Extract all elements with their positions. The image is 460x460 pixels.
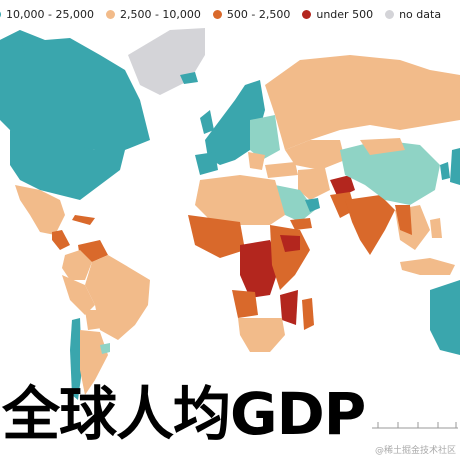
legend: 10,000 - 25,000 2,500 - 10,000 500 - 2,5… [0, 5, 460, 23]
region-uruguay [100, 343, 110, 354]
region-mozambique [280, 290, 298, 325]
legend-swatch [385, 9, 395, 19]
region-bolivia [85, 310, 102, 330]
region-southern-africa [238, 318, 285, 352]
region-angola [232, 290, 258, 318]
region-iceland [180, 72, 198, 84]
region-mongolia [360, 138, 405, 155]
region-japan [450, 148, 460, 185]
region-alaska [0, 30, 25, 85]
region-colombia [62, 250, 92, 280]
region-china [340, 140, 440, 205]
timeline-ruler [372, 422, 458, 429]
region-korea [440, 162, 450, 180]
region-saudi-arabia [275, 185, 315, 222]
region-central-africa [240, 240, 280, 298]
region-greenland [128, 28, 205, 95]
region-usa [10, 130, 125, 200]
region-india [345, 195, 395, 255]
region-indonesia [400, 258, 455, 275]
region-eastern-europe [250, 115, 280, 160]
region-balkans [248, 152, 265, 170]
legend-item: 500 - 2,500 [212, 7, 291, 21]
region-russia [265, 55, 460, 150]
region-uae [305, 198, 320, 212]
region-peru [62, 275, 95, 315]
region-yemen [290, 218, 312, 230]
legend-label: no data [399, 7, 442, 21]
watermark: @稀土掘金技术社区 [374, 446, 456, 456]
legend-label: under 500 [316, 7, 374, 21]
legend-item: 10,000 - 25,000 [0, 8, 94, 21]
region-ethiopia [280, 235, 300, 252]
region-east-africa [270, 225, 310, 290]
legend-item: under 500 [302, 8, 373, 21]
region-mexico [15, 185, 65, 235]
region-uk [200, 110, 214, 134]
legend-swatch [0, 9, 1, 19]
region-turkey [265, 162, 298, 178]
region-north-africa [195, 175, 285, 225]
region-iran [298, 168, 330, 200]
legend-swatch [105, 9, 115, 19]
legend-swatch [302, 9, 312, 19]
region-brazil [85, 255, 150, 340]
region-madagascar [302, 298, 314, 330]
region-canada [0, 30, 150, 150]
legend-label: 2,500 - 10,000 [119, 7, 201, 21]
region-australia [430, 280, 460, 355]
legend-item: no data [385, 8, 441, 21]
region-philippines [430, 218, 442, 238]
legend-item: 2,500 - 10,000 [105, 7, 201, 21]
region-central-america [52, 230, 70, 250]
legend-swatch [212, 9, 222, 19]
legend-label: 10,000 - 25,000 [6, 7, 94, 21]
region-cuba [72, 215, 95, 225]
region-chile [70, 318, 82, 400]
region-iberia [195, 152, 218, 175]
region-kazakhstan [285, 140, 345, 170]
legend-label: 500 - 2,500 [226, 7, 291, 21]
region-myanmar [395, 205, 412, 235]
page-title: 全球人均GDP [2, 380, 366, 448]
region-west-africa [188, 215, 245, 258]
